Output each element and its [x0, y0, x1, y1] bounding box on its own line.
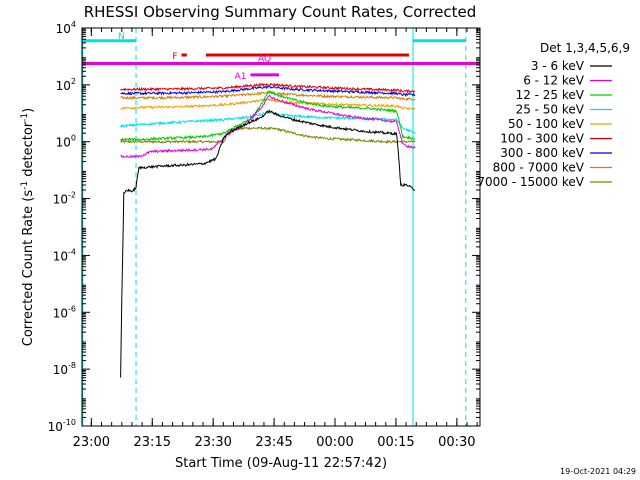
x-tick-label-00-15: 00:15: [377, 435, 414, 450]
annotation-label-f: F: [172, 52, 177, 62]
y-tick-label-2: 10-2: [53, 191, 76, 207]
annotation-label-aq: AQ: [258, 55, 271, 65]
chart-title: RHESSI Observing Summary Count Rates, Co…: [84, 3, 477, 21]
y-axis-label-sup-1: -1: [20, 181, 30, 190]
y-axis-label-end: ): [21, 108, 36, 113]
x-tick-label-23-15: 23:15: [134, 435, 171, 450]
legend-label-100-300-kev: 100 - 300 keV: [500, 132, 584, 146]
legend-label-300-800-kev: 300 - 800 keV: [500, 146, 584, 160]
y-tick-label-0: 100: [56, 134, 76, 150]
y-tick-label-10: 10-10: [48, 418, 76, 434]
series-line-100-300-kev: [120, 82, 416, 94]
x-tick-label-23-45: 23:45: [255, 435, 292, 450]
series-line-3-6-kev: [120, 109, 416, 378]
series-line-6-12-kev: [120, 94, 416, 159]
y-axis-label-main: Corrected Count Rate (s: [21, 190, 36, 347]
x-tick-label-00-00: 00:00: [316, 435, 353, 450]
x-tick-label-23-00: 23:00: [73, 435, 110, 450]
plot-frame: [81, 27, 481, 427]
series-line-7000-15000-kev: [120, 126, 416, 145]
legend-title: Det 1,3,4,5,6,9: [540, 41, 630, 55]
legend-label-6-12-kev: 6 - 12 keV: [523, 74, 585, 88]
series-group: [120, 82, 416, 378]
series-line-300-800-kev: [120, 85, 416, 98]
y-tick-label-4: 104: [56, 20, 76, 36]
footer-date: 19-Oct-2021 04:29: [560, 467, 636, 476]
y-axis-label-sup-2: -1: [20, 113, 30, 122]
x-tick-label-00-30: 00:30: [438, 435, 475, 450]
legend-label-3-6-kev: 3 - 6 keV: [531, 59, 585, 73]
annotation-group: N F AQ A1: [82, 32, 480, 82]
legend-label-800-7000-kev: 800 - 7000 keV: [493, 161, 585, 175]
y-axis-label-mid: detector: [21, 121, 36, 181]
legend-label-25-50-kev: 25 - 50 keV: [516, 103, 585, 117]
y-tick-label-8: 10-8: [53, 361, 76, 377]
series-line-12-25-kev: [120, 90, 416, 142]
legend-label-50-100-kev: 50 - 100 keV: [508, 117, 585, 131]
x-tick-label-23-30: 23:30: [194, 435, 231, 450]
y-tick-label-4: 10-4: [53, 247, 76, 263]
legend-label-12-25-kev: 12 - 25 keV: [516, 88, 585, 102]
annotation-label-n: N: [118, 32, 125, 42]
legend-label-7000-15000-kev: 7000 - 15000 keV: [477, 175, 584, 189]
plot-area: [82, 28, 467, 426]
y-axis-label: Corrected Count Rate (s-1 detector-1): [20, 108, 36, 346]
y-tick-label-6: 10-6: [53, 304, 76, 320]
annotation-label-a1: A1: [235, 72, 247, 82]
y-tick-label-2: 102: [56, 77, 76, 93]
x-axis-label: Start Time (09-Aug-11 22:57:42): [175, 456, 387, 471]
series-line-50-100-kev: [120, 98, 416, 111]
